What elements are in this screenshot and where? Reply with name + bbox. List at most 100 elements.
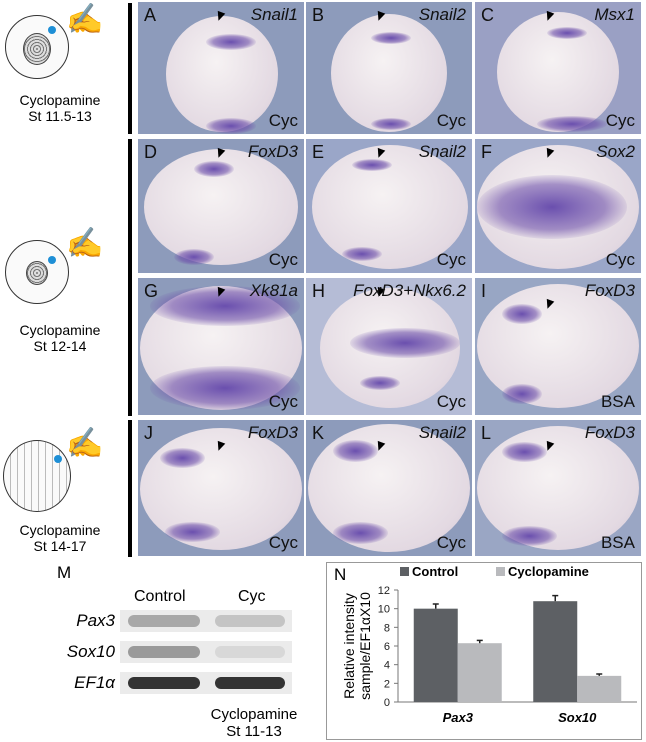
panel-label: D [144, 142, 157, 162]
stain-region [333, 522, 388, 544]
panel-label: L [481, 423, 492, 443]
y-tick-label: 0 [384, 697, 390, 709]
gene-label: FoxD3 [584, 281, 635, 300]
panel-j: J FoxD3 Cyc [138, 420, 304, 556]
panel-i: I FoxD3 BSA [475, 278, 641, 415]
stain-region [194, 161, 234, 177]
condition-label: BSA [600, 392, 635, 411]
condition-label: Cyc [436, 250, 466, 269]
y-tick-label: 12 [378, 585, 390, 597]
chart-frame [326, 562, 642, 740]
gel-column-cyc: Cyc [238, 588, 266, 605]
embryo-image [166, 16, 278, 134]
condition-label: Cyc [268, 111, 298, 130]
condition-label: Cyc [268, 250, 298, 269]
stain-region [371, 118, 411, 130]
embryo-schematic-1 [5, 15, 69, 79]
stain-region [502, 384, 542, 404]
gene-label: FoxD3+Nkx6.2 [353, 281, 466, 300]
y-tick-label: 10 [378, 604, 390, 616]
panel-label: J [144, 423, 153, 443]
gene-label: Snail2 [418, 5, 466, 24]
condition-label: Cyc [268, 392, 298, 411]
stain-region [360, 376, 400, 390]
gel-caption: Cyclopamine St 11-13 [210, 706, 298, 740]
stain-region [150, 286, 300, 326]
stain-region [547, 27, 587, 39]
panel-label: K [312, 423, 325, 443]
side-label-2: Cyclopamine St 12-14 [19, 322, 101, 354]
gel-lane-pax3 [120, 610, 292, 632]
stain-region [477, 175, 627, 239]
stain-region [333, 440, 378, 462]
stain-region [350, 328, 460, 358]
panel-k: K Snail2 Cyc [306, 420, 472, 556]
bar-cyclopamine-sox10 [577, 675, 622, 702]
gene-label: Sox2 [596, 142, 635, 161]
condition-label: Cyc [436, 111, 466, 130]
gel-lane-ef1a [120, 672, 292, 694]
panel-label: B [312, 5, 325, 25]
stain-region [502, 526, 557, 546]
condition-label: Cyc [268, 533, 298, 552]
y-tick-label: 8 [384, 622, 390, 634]
stain-region [371, 32, 411, 44]
panel-label: G [144, 281, 159, 301]
stain-region [160, 448, 205, 468]
gene-label: FoxD3 [247, 142, 298, 161]
y-tick-label: 4 [384, 660, 390, 672]
pipette-hand-icon: ✍ [66, 227, 104, 260]
condition-label: Cyc [436, 392, 466, 411]
stain-region [352, 159, 392, 171]
embryo-image [477, 145, 639, 269]
embryo-image [140, 428, 302, 550]
gene-label: FoxD3 [247, 423, 298, 442]
panel-f: F Sox2 Cyc [475, 139, 641, 273]
panel-label: I [481, 281, 487, 301]
gene-label: Snail1 [250, 5, 298, 24]
panel-l: L FoxD3 BSA [475, 420, 641, 556]
y-axis-label: Relative intensitysample/EF1αX10 [341, 592, 373, 700]
panel-b: B Snail2 Cyc [306, 2, 472, 134]
condition-label: Cyc [436, 533, 466, 552]
x-tick-label: Sox10 [558, 710, 597, 725]
panel-d: D FoxD3 Cyc [138, 139, 304, 273]
legend-label: Control [412, 564, 458, 579]
embryo-schematic-2 [5, 240, 69, 304]
bar-control-sox10 [533, 601, 578, 702]
bar-control-pax3 [413, 608, 458, 702]
embryo-image [140, 286, 302, 410]
panel-label-m: M [57, 563, 72, 582]
panel-label: H [312, 281, 325, 301]
gene-label: Msx1 [594, 5, 635, 24]
stain-region [206, 118, 256, 134]
panel-label-n: N [334, 565, 346, 584]
stain-region [165, 522, 220, 542]
group-divider [128, 420, 132, 557]
embryo-image [477, 284, 639, 408]
x-tick-label: Pax3 [443, 710, 474, 725]
stain-region [502, 304, 542, 324]
bar-cyclopamine-pax3 [457, 643, 502, 702]
gene-label: Xk81a [249, 281, 298, 300]
legend-label: Cyclopamine [508, 564, 589, 579]
y-tick-label: 2 [384, 678, 390, 690]
panel-h: H FoxD3+Nkx6.2 Cyc [306, 278, 472, 415]
panel-a: A Snail1 Cyc [138, 2, 304, 134]
y-tick-label: 6 [384, 641, 390, 653]
stain-region [150, 366, 300, 410]
stain-region [174, 249, 214, 265]
panel-g: G Xk81a Cyc [138, 278, 304, 415]
embryo-image [320, 288, 460, 408]
stain-region [206, 34, 256, 50]
gene-label: FoxD3 [584, 423, 635, 442]
embryo-image [308, 424, 470, 552]
panel-label: A [144, 5, 157, 25]
gene-label: Snail2 [418, 423, 466, 442]
panel-e: E Snail2 Cyc [306, 139, 472, 273]
gene-label: Snail2 [418, 142, 466, 161]
stain-region [502, 442, 547, 462]
pipette-hand-icon: ✍ [66, 3, 104, 36]
gel-column-control: Control [134, 588, 186, 605]
